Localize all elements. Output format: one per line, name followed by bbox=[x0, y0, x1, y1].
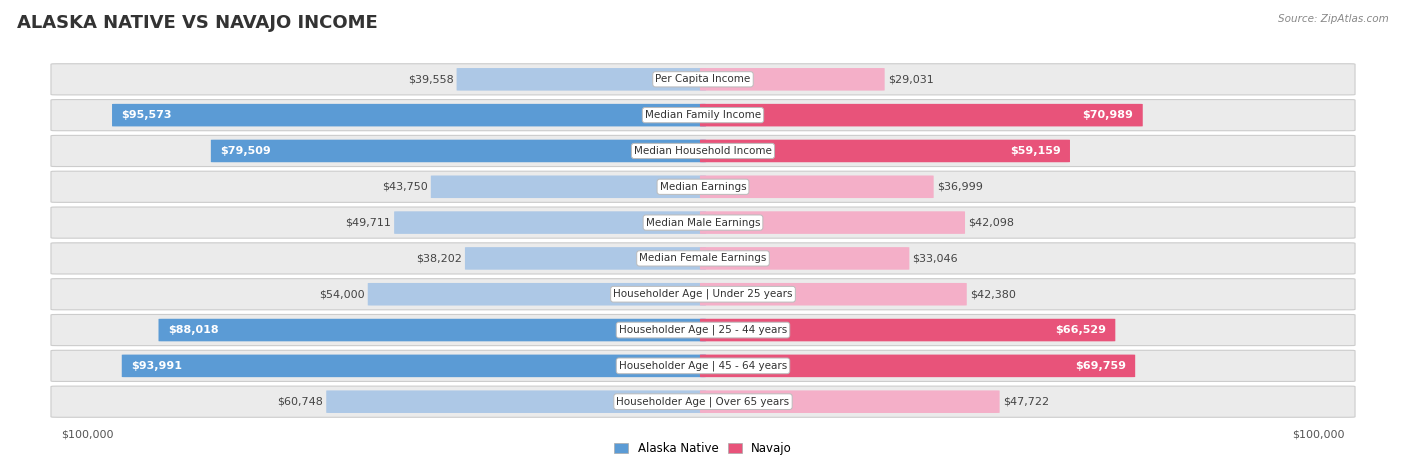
Text: Householder Age | Under 25 years: Householder Age | Under 25 years bbox=[613, 289, 793, 299]
FancyBboxPatch shape bbox=[700, 140, 1070, 162]
FancyBboxPatch shape bbox=[700, 319, 1115, 341]
FancyBboxPatch shape bbox=[51, 279, 1355, 310]
Text: $42,098: $42,098 bbox=[969, 218, 1014, 227]
Text: Householder Age | 25 - 44 years: Householder Age | 25 - 44 years bbox=[619, 325, 787, 335]
Text: $59,159: $59,159 bbox=[1010, 146, 1060, 156]
FancyBboxPatch shape bbox=[700, 176, 934, 198]
Text: $88,018: $88,018 bbox=[167, 325, 218, 335]
Text: $38,202: $38,202 bbox=[416, 254, 461, 263]
Text: $33,046: $33,046 bbox=[912, 254, 957, 263]
Text: $49,711: $49,711 bbox=[346, 218, 391, 227]
Text: Median Household Income: Median Household Income bbox=[634, 146, 772, 156]
Text: $69,759: $69,759 bbox=[1076, 361, 1126, 371]
FancyBboxPatch shape bbox=[51, 314, 1355, 346]
FancyBboxPatch shape bbox=[51, 386, 1355, 417]
Text: $29,031: $29,031 bbox=[887, 74, 934, 85]
Legend: Alaska Native, Navajo: Alaska Native, Navajo bbox=[609, 437, 797, 460]
Text: $43,750: $43,750 bbox=[382, 182, 427, 192]
Text: Source: ZipAtlas.com: Source: ZipAtlas.com bbox=[1278, 14, 1389, 24]
Text: $95,573: $95,573 bbox=[121, 110, 172, 120]
Text: $39,558: $39,558 bbox=[408, 74, 454, 85]
Text: Per Capita Income: Per Capita Income bbox=[655, 74, 751, 85]
FancyBboxPatch shape bbox=[430, 176, 706, 198]
Text: $66,529: $66,529 bbox=[1054, 325, 1107, 335]
FancyBboxPatch shape bbox=[51, 64, 1355, 95]
FancyBboxPatch shape bbox=[326, 390, 706, 413]
Text: $60,748: $60,748 bbox=[277, 396, 323, 407]
FancyBboxPatch shape bbox=[159, 319, 706, 341]
FancyBboxPatch shape bbox=[211, 140, 706, 162]
FancyBboxPatch shape bbox=[700, 104, 1143, 127]
FancyBboxPatch shape bbox=[51, 207, 1355, 238]
Text: ALASKA NATIVE VS NAVAJO INCOME: ALASKA NATIVE VS NAVAJO INCOME bbox=[17, 14, 378, 32]
FancyBboxPatch shape bbox=[122, 354, 706, 377]
Text: $79,509: $79,509 bbox=[221, 146, 271, 156]
Text: $93,991: $93,991 bbox=[131, 361, 181, 371]
FancyBboxPatch shape bbox=[51, 135, 1355, 167]
Text: $47,722: $47,722 bbox=[1002, 396, 1049, 407]
Text: Median Earnings: Median Earnings bbox=[659, 182, 747, 192]
FancyBboxPatch shape bbox=[457, 68, 706, 91]
FancyBboxPatch shape bbox=[700, 247, 910, 270]
Text: Householder Age | 45 - 64 years: Householder Age | 45 - 64 years bbox=[619, 361, 787, 371]
Text: Median Female Earnings: Median Female Earnings bbox=[640, 254, 766, 263]
Text: $42,380: $42,380 bbox=[970, 289, 1015, 299]
FancyBboxPatch shape bbox=[465, 247, 706, 270]
Text: Median Male Earnings: Median Male Earnings bbox=[645, 218, 761, 227]
FancyBboxPatch shape bbox=[112, 104, 706, 127]
FancyBboxPatch shape bbox=[368, 283, 706, 305]
FancyBboxPatch shape bbox=[394, 211, 706, 234]
FancyBboxPatch shape bbox=[51, 243, 1355, 274]
Text: $70,989: $70,989 bbox=[1083, 110, 1133, 120]
FancyBboxPatch shape bbox=[700, 68, 884, 91]
Text: Median Family Income: Median Family Income bbox=[645, 110, 761, 120]
Text: Householder Age | Over 65 years: Householder Age | Over 65 years bbox=[616, 396, 790, 407]
FancyBboxPatch shape bbox=[51, 99, 1355, 131]
FancyBboxPatch shape bbox=[700, 211, 965, 234]
FancyBboxPatch shape bbox=[700, 283, 967, 305]
FancyBboxPatch shape bbox=[700, 390, 1000, 413]
FancyBboxPatch shape bbox=[51, 171, 1355, 202]
FancyBboxPatch shape bbox=[700, 354, 1135, 377]
Text: $36,999: $36,999 bbox=[936, 182, 983, 192]
Text: $54,000: $54,000 bbox=[319, 289, 364, 299]
FancyBboxPatch shape bbox=[51, 350, 1355, 382]
